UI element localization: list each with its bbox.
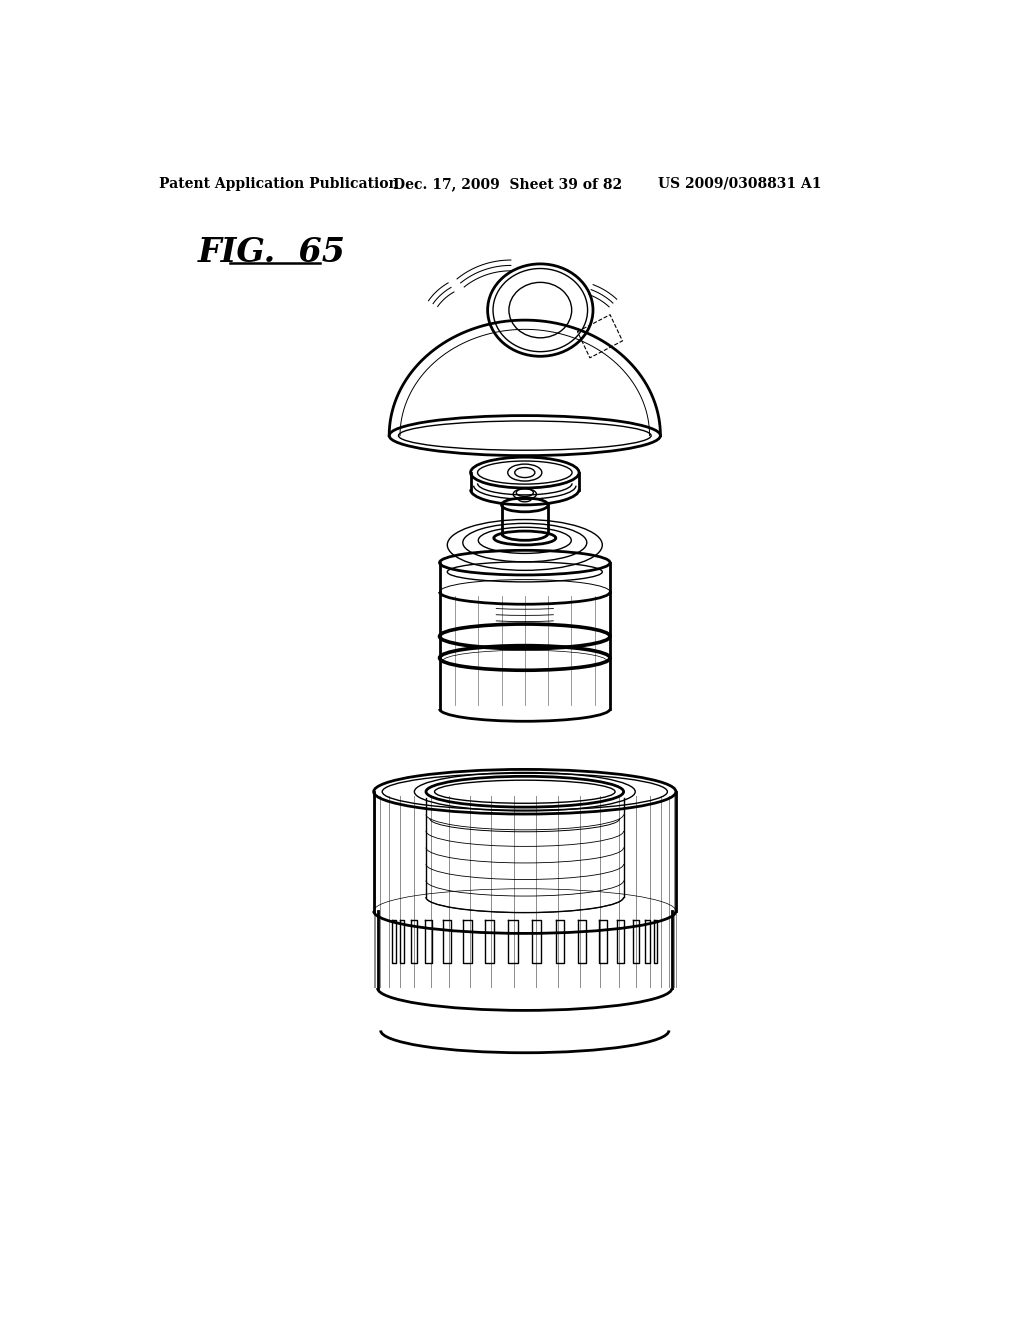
Text: US 2009/0308831 A1: US 2009/0308831 A1 [658, 177, 822, 191]
Text: Patent Application Publication: Patent Application Publication [160, 177, 399, 191]
Text: FIG.  65: FIG. 65 [198, 236, 345, 269]
Text: Dec. 17, 2009  Sheet 39 of 82: Dec. 17, 2009 Sheet 39 of 82 [393, 177, 623, 191]
